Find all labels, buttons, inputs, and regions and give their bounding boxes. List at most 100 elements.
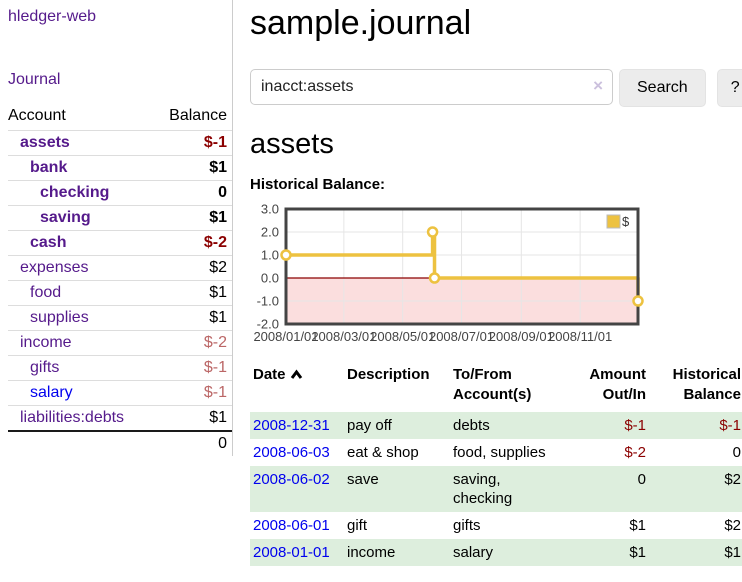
account-row: food $1 <box>8 280 232 306</box>
register-body: 2008-12-31 pay off debts $-1 $-1 2008-06-03 ea… <box>250 412 742 566</box>
transaction-description: income <box>347 544 396 561</box>
sidebar: hledger-web Journal Account Balance asse… <box>0 0 233 456</box>
transaction-date-link[interactable]: 2008-06-02 <box>253 471 330 488</box>
account-row: checking 0 <box>8 180 232 206</box>
account-link[interactable]: expenses <box>20 259 89 276</box>
account-balance: $-2 <box>153 330 232 356</box>
account-link[interactable]: supplies <box>30 309 89 326</box>
account-link[interactable]: food <box>30 284 62 301</box>
svg-text:2008/07/01: 2008/07/01 <box>429 329 494 344</box>
account-link[interactable]: assets <box>20 134 70 151</box>
clear-search-icon[interactable]: × <box>593 76 603 95</box>
account-row: assets $-1 <box>8 130 232 156</box>
transaction-balance: $2 <box>724 471 741 488</box>
transaction-date-link[interactable]: 2008-06-03 <box>253 444 330 461</box>
amount-column-header: Amount Out/In <box>589 366 646 403</box>
transaction-balance: $1 <box>724 544 741 561</box>
account-balance: $1 <box>153 280 232 306</box>
transaction-row: 2008-01-01 income salary $1 $1 <box>250 539 742 566</box>
transaction-accounts: gifts <box>453 517 481 534</box>
transaction-accounts: debts <box>453 417 490 434</box>
transaction-balance: 0 <box>732 444 741 461</box>
account-balance: $1 <box>153 405 232 431</box>
transaction-date-link[interactable]: 2008-12-31 <box>253 417 330 434</box>
transaction-balance: $-1 <box>719 417 741 434</box>
svg-text:2.0: 2.0 <box>261 225 279 240</box>
transaction-date-link[interactable]: 2008-01-01 <box>253 544 330 561</box>
account-balance: $-1 <box>153 380 232 406</box>
transaction-balance: $2 <box>724 517 741 534</box>
transaction-row: 2008-06-03 eat & shop food, supplies $-2 0 <box>250 439 742 466</box>
svg-text:2008/09/01: 2008/09/01 <box>489 329 554 344</box>
account-balance: $-1 <box>153 355 232 381</box>
total-row: 0 <box>8 430 232 456</box>
account-balance: 0 <box>153 180 232 206</box>
historical-balance-column-header: Historical Balance <box>672 366 741 403</box>
svg-text:2008/03/01: 2008/03/01 <box>311 329 376 344</box>
account-balance: $1 <box>153 305 232 331</box>
transaction-amount: $1 <box>629 517 646 534</box>
account-row: bank $1 <box>8 155 232 181</box>
register-header-row: Date Description To/From Account(s) Amou… <box>250 363 742 412</box>
transaction-amount: $-2 <box>624 444 646 461</box>
account-row: cash $-2 <box>8 230 232 256</box>
account-balance: $-2 <box>153 230 232 256</box>
account-link[interactable]: salary <box>30 384 73 401</box>
app-layout: hledger-web Journal Account Balance asse… <box>0 0 742 566</box>
help-button[interactable]: ? <box>716 69 742 107</box>
sidebar-item-journal[interactable]: Journal <box>8 71 61 88</box>
svg-text:-1.0: -1.0 <box>257 294 279 309</box>
transaction-amount: $1 <box>629 544 646 561</box>
search-form: × Search ? <box>250 69 742 107</box>
svg-text:2008/01/01: 2008/01/01 <box>253 329 318 344</box>
accounts-column-header: To/From Account(s) <box>453 366 532 403</box>
transaction-date-link[interactable]: 2008-06-01 <box>253 517 330 534</box>
account-link[interactable]: cash <box>30 234 67 251</box>
svg-text:1.0: 1.0 <box>261 248 279 263</box>
transaction-row: 2008-06-01 gift gifts $1 $2 <box>250 512 742 539</box>
account-row: expenses $2 <box>8 255 232 281</box>
account-row: liabilities:debts $1 <box>8 405 232 431</box>
account-link[interactable]: bank <box>30 159 68 176</box>
svg-text:-2.0: -2.0 <box>257 317 279 332</box>
account-link[interactable]: income <box>20 334 72 351</box>
date-column-header[interactable]: Date <box>250 363 347 412</box>
transaction-row: 2008-12-31 pay off debts $-1 $-1 <box>250 412 742 439</box>
svg-text:0.0: 0.0 <box>261 271 279 286</box>
transaction-description: eat & shop <box>347 444 419 461</box>
account-row: income $-2 <box>8 330 232 356</box>
account-row: saving $1 <box>8 205 232 231</box>
account-row: gifts $-1 <box>8 355 232 381</box>
account-link[interactable]: saving <box>40 209 91 226</box>
date-column-label: Date <box>253 366 286 383</box>
account-balance-table: Account Balance assets $-1 bank $1 checking 0… <box>8 103 232 456</box>
transaction-accounts: saving, checking <box>453 471 513 507</box>
svg-text:$: $ <box>622 214 630 229</box>
historical-balance-chart: $3.0 2.0 1.0 0.0 -1.0 -2.02008/01/012008/03/0… <box>253 203 644 344</box>
account-link[interactable]: gifts <box>30 359 60 376</box>
account-tree-body: assets $-1 bank $1 checking 0 saving $1 cash $-2 e… <box>8 130 232 431</box>
transaction-description: pay off <box>347 417 392 434</box>
main-content: sample.journal × Search ? assets Histori… <box>233 0 742 566</box>
account-balance: $1 <box>153 155 232 181</box>
description-column-header: Description <box>347 366 430 383</box>
account-table-header-row: Account Balance <box>8 103 232 131</box>
transaction-amount: $-1 <box>624 417 646 434</box>
total-balance: 0 <box>153 430 232 456</box>
search-button[interactable]: Search <box>619 69 706 107</box>
register-table: Date Description To/From Account(s) Amou… <box>250 363 742 566</box>
transaction-description: gift <box>347 517 368 534</box>
app-title-link[interactable]: hledger-web <box>8 8 97 25</box>
chart-title: Historical Balance: <box>250 176 386 193</box>
account-heading: assets <box>250 128 334 160</box>
account-column-header: Account <box>8 107 66 124</box>
page-title: sample.journal <box>250 4 472 42</box>
svg-text:2008/11/01: 2008/11/01 <box>548 329 612 344</box>
svg-text:3.0: 3.0 <box>261 203 279 217</box>
transaction-accounts: food, supplies <box>453 444 546 461</box>
account-link[interactable]: liabilities:debts <box>20 409 125 426</box>
account-link[interactable]: checking <box>40 184 110 201</box>
transaction-description: save <box>347 471 379 488</box>
transaction-row: 2008-06-02 save saving, checking 0 $2 <box>250 466 742 512</box>
search-input[interactable] <box>250 69 613 105</box>
